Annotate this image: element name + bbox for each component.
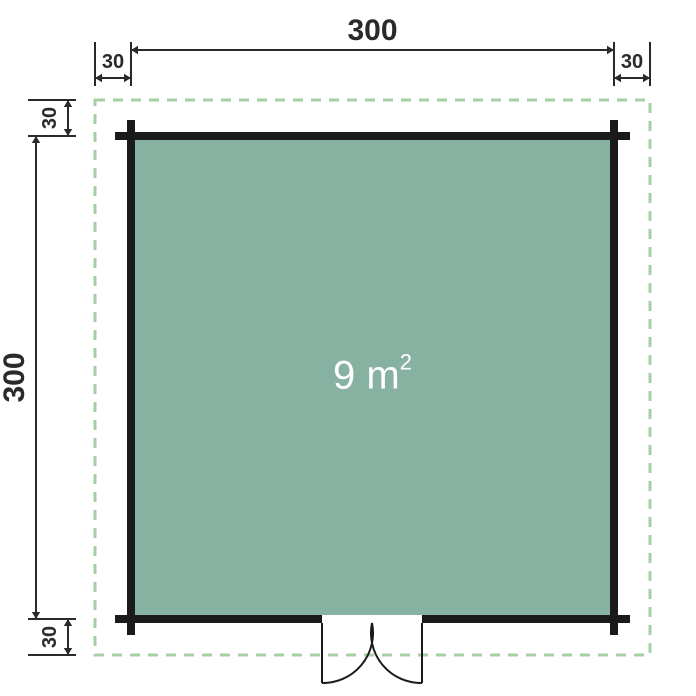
svg-text:300: 300 — [347, 14, 397, 47]
floorplan-diagram: 30030303003030 9 m2 — [0, 0, 696, 696]
svg-text:30: 30 — [39, 626, 61, 648]
svg-text:30: 30 — [39, 107, 61, 129]
svg-text:300: 300 — [0, 352, 31, 402]
door — [322, 623, 422, 683]
svg-text:30: 30 — [621, 51, 643, 73]
svg-text:30: 30 — [102, 51, 124, 73]
floorplan-svg: 30030303003030 9 m2 — [0, 0, 696, 696]
